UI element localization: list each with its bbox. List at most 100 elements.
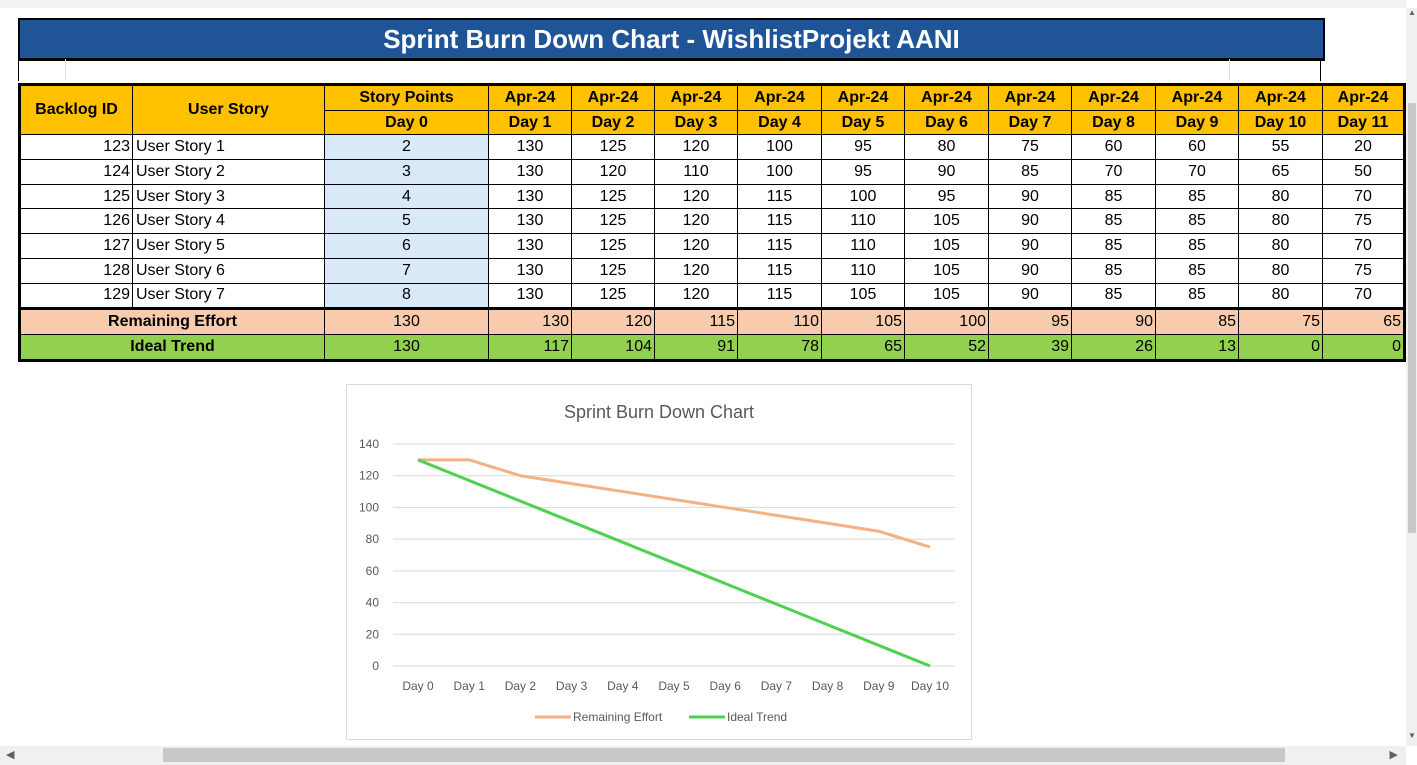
header-date[interactable]: Apr-24	[1155, 84, 1239, 111]
remaining-effort-cell[interactable]: 85	[1155, 307, 1239, 335]
day-value-cell[interactable]: 120	[654, 208, 738, 235]
remaining-effort-cell[interactable]: 90	[1071, 307, 1156, 335]
day-value-cell[interactable]: 125	[571, 208, 655, 235]
day-value-cell[interactable]: 85	[1155, 282, 1239, 310]
header-day[interactable]: Day 10	[1238, 109, 1323, 136]
header-day[interactable]: Day 6	[904, 109, 989, 136]
day-value-cell[interactable]: 115	[737, 183, 822, 210]
user-story-cell[interactable]: User Story 6	[132, 257, 325, 284]
day-value-cell[interactable]: 125	[571, 233, 655, 259]
ideal-trend-cell[interactable]: 117	[488, 333, 572, 361]
remaining-effort-cell[interactable]: 110	[737, 307, 822, 335]
day-value-cell[interactable]: 90	[988, 183, 1072, 210]
day-value-cell[interactable]: 95	[821, 134, 905, 161]
day-value-cell[interactable]: 20	[1322, 134, 1405, 161]
day-value-cell[interactable]: 110	[821, 233, 905, 259]
remaining-effort-cell[interactable]: 130	[488, 307, 572, 335]
day-value-cell[interactable]: 120	[654, 282, 738, 310]
header-day[interactable]: Day 4	[737, 109, 822, 136]
day-value-cell[interactable]: 80	[1238, 208, 1323, 235]
day-value-cell[interactable]: 115	[737, 208, 822, 235]
ideal-trend-cell[interactable]: 0	[1322, 333, 1405, 361]
day-value-cell[interactable]: 75	[1322, 208, 1405, 235]
ideal-trend-cell[interactable]: 52	[904, 333, 989, 361]
day-value-cell[interactable]: 60	[1155, 134, 1239, 161]
day-value-cell[interactable]: 130	[488, 208, 572, 235]
day-value-cell[interactable]: 100	[821, 183, 905, 210]
ideal-trend-label[interactable]: Ideal Trend	[19, 333, 325, 361]
user-story-cell[interactable]: User Story 2	[132, 159, 325, 185]
day-value-cell[interactable]: 90	[988, 233, 1072, 259]
day-value-cell[interactable]: 130	[488, 134, 572, 161]
story-points-cell[interactable]: 8	[324, 282, 489, 310]
ideal-trend-cell[interactable]: 91	[654, 333, 738, 361]
day-value-cell[interactable]: 130	[488, 183, 572, 210]
day-value-cell[interactable]: 90	[988, 282, 1072, 310]
day-value-cell[interactable]: 90	[988, 208, 1072, 235]
header-day[interactable]: Day 5	[821, 109, 905, 136]
day-value-cell[interactable]: 70	[1322, 282, 1405, 310]
day-value-cell[interactable]: 105	[904, 257, 989, 284]
ideal-trend-cell[interactable]: 130	[324, 333, 489, 361]
story-points-cell[interactable]: 2	[324, 134, 489, 161]
day-value-cell[interactable]: 130	[488, 159, 572, 185]
day-value-cell[interactable]: 110	[821, 257, 905, 284]
header-date[interactable]: Apr-24	[654, 84, 738, 111]
ideal-trend-cell[interactable]: 13	[1155, 333, 1239, 361]
ideal-trend-cell[interactable]: 78	[737, 333, 822, 361]
story-points-cell[interactable]: 6	[324, 233, 489, 259]
day-value-cell[interactable]: 90	[988, 257, 1072, 284]
remaining-effort-cell[interactable]: 105	[821, 307, 905, 335]
header-date[interactable]: Apr-24	[488, 84, 572, 111]
header-date[interactable]: Apr-24	[1238, 84, 1323, 111]
day-value-cell[interactable]: 55	[1238, 134, 1323, 161]
header-date[interactable]: Apr-24	[821, 84, 905, 111]
scroll-right-icon[interactable]: ▶	[1389, 749, 1398, 761]
header-date[interactable]: Apr-24	[1071, 84, 1156, 111]
day-value-cell[interactable]: 70	[1071, 159, 1156, 185]
day-value-cell[interactable]: 50	[1322, 159, 1405, 185]
ideal-trend-cell[interactable]: 65	[821, 333, 905, 361]
day-value-cell[interactable]: 85	[1155, 208, 1239, 235]
day-value-cell[interactable]: 105	[904, 282, 989, 310]
day-value-cell[interactable]: 65	[1238, 159, 1323, 185]
remaining-effort-cell[interactable]: 100	[904, 307, 989, 335]
remaining-effort-cell[interactable]: 115	[654, 307, 738, 335]
day-value-cell[interactable]: 85	[1071, 233, 1156, 259]
remaining-effort-cell[interactable]: 65	[1322, 307, 1405, 335]
horizontal-scroll-thumb[interactable]	[163, 748, 1285, 762]
header-day[interactable]: Day 2	[571, 109, 655, 136]
day-value-cell[interactable]: 85	[1071, 183, 1156, 210]
day-value-cell[interactable]: 105	[821, 282, 905, 310]
vertical-scrollbar[interactable]: ▲ ▼	[1406, 8, 1417, 746]
scroll-down-icon[interactable]: ▼	[1408, 731, 1416, 740]
day-value-cell[interactable]: 105	[904, 233, 989, 259]
day-value-cell[interactable]: 130	[488, 257, 572, 284]
day-value-cell[interactable]: 70	[1322, 233, 1405, 259]
vertical-scroll-thumb[interactable]	[1408, 103, 1416, 533]
day-value-cell[interactable]: 115	[737, 233, 822, 259]
backlog-id-cell[interactable]: 126	[19, 208, 133, 235]
remaining-effort-cell[interactable]: 75	[1238, 307, 1323, 335]
user-story-cell[interactable]: User Story 5	[132, 233, 325, 259]
day-value-cell[interactable]: 85	[1155, 257, 1239, 284]
ideal-trend-cell[interactable]: 0	[1238, 333, 1323, 361]
day-value-cell[interactable]: 60	[1071, 134, 1156, 161]
header-day[interactable]: Day 3	[654, 109, 738, 136]
remaining-effort-cell[interactable]: 95	[988, 307, 1072, 335]
day-value-cell[interactable]: 85	[1071, 257, 1156, 284]
user-story-cell[interactable]: User Story 7	[132, 282, 325, 310]
day-value-cell[interactable]: 70	[1155, 159, 1239, 185]
user-story-cell[interactable]: User Story 1	[132, 134, 325, 161]
day-value-cell[interactable]: 80	[1238, 183, 1323, 210]
day-value-cell[interactable]: 70	[1322, 183, 1405, 210]
story-points-cell[interactable]: 7	[324, 257, 489, 284]
day-value-cell[interactable]: 85	[1071, 208, 1156, 235]
header-day[interactable]: Day 7	[988, 109, 1072, 136]
header-day[interactable]: Day 0	[324, 109, 489, 136]
story-points-cell[interactable]: 4	[324, 183, 489, 210]
header-day[interactable]: Day 8	[1071, 109, 1156, 136]
ideal-trend-cell[interactable]: 26	[1071, 333, 1156, 361]
day-value-cell[interactable]: 130	[488, 282, 572, 310]
day-value-cell[interactable]: 130	[488, 233, 572, 259]
